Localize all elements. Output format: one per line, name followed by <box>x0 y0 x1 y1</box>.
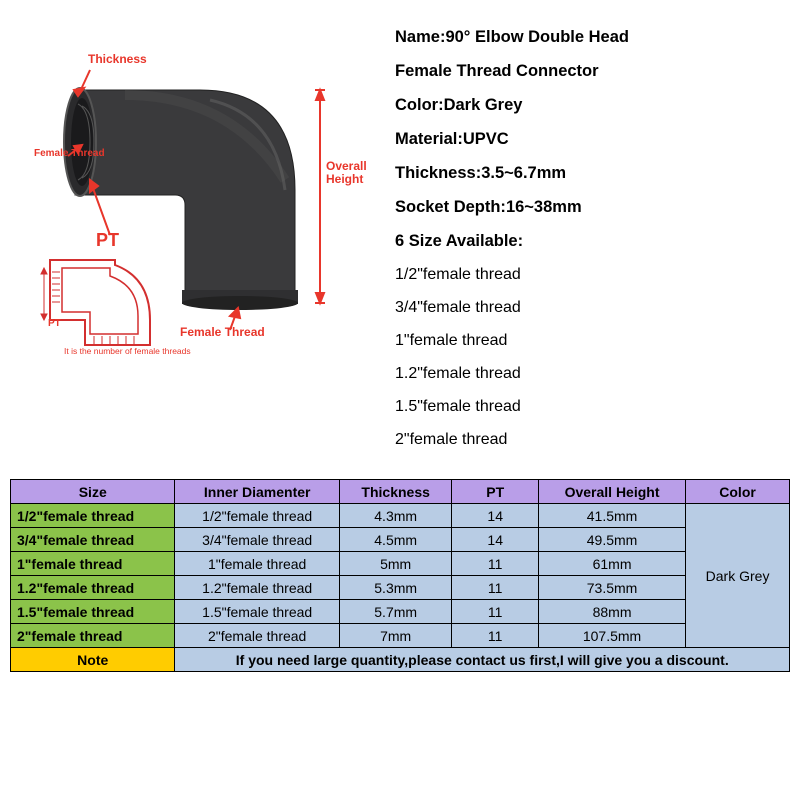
socket-line: Socket Depth:16~38mm <box>395 198 770 217</box>
cell-inner: 3/4"female thread <box>175 528 339 552</box>
cell-pt: 11 <box>452 600 539 624</box>
thickness-label: Thickness: <box>395 164 481 182</box>
cell-pt: 14 <box>452 504 539 528</box>
spec-table-wrap: Size Inner Diamenter Thickness PT Overal… <box>0 474 800 682</box>
thickness-value: 3.5~6.7mm <box>481 164 566 182</box>
product-diagram: Thickness Female Thread Overall Height P… <box>30 20 365 360</box>
thickness-line: Thickness:3.5~6.7mm <box>395 164 770 183</box>
pt-annot: PT <box>96 230 119 251</box>
cell-pt: 11 <box>452 624 539 648</box>
thickness-annot: Thickness <box>88 52 147 66</box>
cell-pt: 11 <box>452 552 539 576</box>
cell-height: 61mm <box>538 552 685 576</box>
cell-size: 1.2"female thread <box>11 576 175 600</box>
table-row: 1.5"female thread 1.5"female thread 5.7m… <box>11 600 790 624</box>
cell-size: 2"female thread <box>11 624 175 648</box>
size-item: 1/2"female thread <box>395 266 770 284</box>
sizes-label: 6 Size Available: <box>395 232 770 251</box>
female-thread-left-annot: Female Thread <box>34 148 105 159</box>
th-color: Color <box>686 480 790 504</box>
table-row: 1/2"female thread 1/2"female thread 4.3m… <box>11 504 790 528</box>
table-row: 1.2"female thread 1.2"female thread 5.3m… <box>11 576 790 600</box>
elbow-svg <box>30 20 365 360</box>
cell-inner: 2"female thread <box>175 624 339 648</box>
name-line2: Female Thread Connector <box>395 62 770 81</box>
cell-thick: 4.5mm <box>339 528 452 552</box>
color-value: Dark Grey <box>444 96 523 114</box>
cell-inner: 1.2"female thread <box>175 576 339 600</box>
size-item: 1"female thread <box>395 332 770 350</box>
name-label: Name: <box>395 28 445 46</box>
table-note-row: Note If you need large quantity,please c… <box>11 648 790 672</box>
cell-thick: 7mm <box>339 624 452 648</box>
socket-label: Socket Depth: <box>395 198 506 216</box>
cell-pt: 14 <box>452 528 539 552</box>
size-item: 1.2"female thread <box>395 365 770 383</box>
name-value: 90° Elbow Double Head <box>445 28 629 46</box>
cell-inner: 1"female thread <box>175 552 339 576</box>
cell-height: 107.5mm <box>538 624 685 648</box>
size-item: 1.5"female thread <box>395 398 770 416</box>
cell-size: 1.5"female thread <box>11 600 175 624</box>
material-line: Material:UPVC <box>395 130 770 149</box>
table-row: 1"female thread 1"female thread 5mm 11 6… <box>11 552 790 576</box>
cell-thick: 5mm <box>339 552 452 576</box>
cell-size: 1"female thread <box>11 552 175 576</box>
color-label: Color: <box>395 96 444 114</box>
material-value: UPVC <box>463 130 509 148</box>
name-line: Name:90° Elbow Double Head <box>395 28 770 47</box>
th-inner: Inner Diamenter <box>175 480 339 504</box>
size-item: 3/4"female thread <box>395 299 770 317</box>
spec-table: Size Inner Diamenter Thickness PT Overal… <box>10 479 790 672</box>
pt-inset-annot: PT <box>48 318 61 329</box>
table-row: 2"female thread 2"female thread 7mm 11 1… <box>11 624 790 648</box>
color-line: Color:Dark Grey <box>395 96 770 115</box>
size-item: 2"female thread <box>395 431 770 449</box>
note-text-cell: If you need large quantity,please contac… <box>175 648 790 672</box>
pt-note-annot: It is the number of female threads <box>64 346 191 356</box>
cell-pt: 11 <box>452 576 539 600</box>
cell-inner: 1/2"female thread <box>175 504 339 528</box>
note-label-cell: Note <box>11 648 175 672</box>
cell-height: 73.5mm <box>538 576 685 600</box>
cell-size: 1/2"female thread <box>11 504 175 528</box>
material-label: Material: <box>395 130 463 148</box>
cell-size: 3/4"female thread <box>11 528 175 552</box>
th-thickness: Thickness <box>339 480 452 504</box>
table-row: 3/4"female thread 3/4"female thread 4.5m… <box>11 528 790 552</box>
cell-thick: 5.7mm <box>339 600 452 624</box>
th-pt: PT <box>452 480 539 504</box>
table-header-row: Size Inner Diamenter Thickness PT Overal… <box>11 480 790 504</box>
cell-thick: 4.3mm <box>339 504 452 528</box>
th-size: Size <box>11 480 175 504</box>
th-height: Overall Height <box>538 480 685 504</box>
cell-inner: 1.5"female thread <box>175 600 339 624</box>
cell-height: 88mm <box>538 600 685 624</box>
cell-height: 41.5mm <box>538 504 685 528</box>
overall-height-annot: Overall Height <box>326 160 366 186</box>
cell-height: 49.5mm <box>538 528 685 552</box>
info-panel: Name:90° Elbow Double Head Female Thread… <box>395 20 770 464</box>
socket-value: 16~38mm <box>506 198 582 216</box>
female-thread-bottom-annot: Female Thread <box>180 325 265 339</box>
cell-thick: 5.3mm <box>339 576 452 600</box>
cell-color-merged: Dark Grey <box>686 504 790 648</box>
